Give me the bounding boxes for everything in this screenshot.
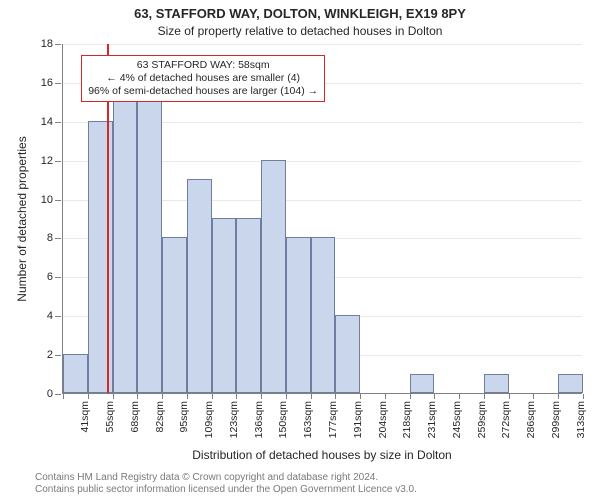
x-tick-label: 82sqm xyxy=(154,401,166,433)
chart-title: 63, STAFFORD WAY, DOLTON, WINKLEIGH, EX1… xyxy=(0,6,600,21)
x-tick-label: 177sqm xyxy=(327,401,339,438)
x-tick-label: 68sqm xyxy=(129,401,141,433)
y-tick xyxy=(55,355,61,356)
callout-line-3: 96% of semi-detached houses are larger (… xyxy=(88,85,318,98)
y-tick xyxy=(55,394,61,395)
x-tick xyxy=(484,394,485,399)
y-tick xyxy=(55,277,61,278)
x-tick xyxy=(459,394,460,399)
x-tick-label: 245sqm xyxy=(451,401,463,438)
credits: Contains HM Land Registry data © Crown c… xyxy=(35,472,417,496)
bar xyxy=(286,237,311,393)
x-tick-label: 272sqm xyxy=(500,401,512,438)
y-tick-label: 4 xyxy=(47,310,53,322)
x-tick-label: 218sqm xyxy=(401,401,413,438)
y-tick-label: 2 xyxy=(47,349,53,361)
x-tick-label: 55sqm xyxy=(104,401,116,433)
x-tick xyxy=(583,394,584,399)
bar xyxy=(335,315,360,393)
y-tick-label: 18 xyxy=(41,38,53,50)
x-tick xyxy=(385,394,386,399)
callout-line-1: 63 STAFFORD WAY: 58sqm xyxy=(88,59,318,72)
bar xyxy=(484,374,509,393)
bar xyxy=(162,237,187,393)
y-tick-label: 16 xyxy=(41,77,53,89)
x-tick xyxy=(558,394,559,399)
y-tick xyxy=(55,83,61,84)
x-tick-label: 313sqm xyxy=(575,401,587,438)
x-tick xyxy=(63,394,64,399)
x-tick xyxy=(212,394,213,399)
x-axis-label: Distribution of detached houses by size … xyxy=(62,448,582,462)
y-tick xyxy=(55,200,61,201)
bar xyxy=(187,179,212,393)
y-tick-label: 12 xyxy=(41,155,53,167)
bar xyxy=(410,374,435,393)
x-tick-label: 150sqm xyxy=(277,401,289,438)
x-tick xyxy=(311,394,312,399)
x-tick xyxy=(187,394,188,399)
callout-box: 63 STAFFORD WAY: 58sqm ← 4% of detached … xyxy=(81,55,325,102)
y-tick xyxy=(55,122,61,123)
x-tick-label: 41sqm xyxy=(79,401,91,433)
y-tick xyxy=(55,316,61,317)
x-tick xyxy=(236,394,237,399)
x-tick-label: 95sqm xyxy=(178,401,190,433)
bar xyxy=(236,218,261,393)
x-tick xyxy=(335,394,336,399)
x-tick-label: 286sqm xyxy=(525,401,537,438)
x-tick xyxy=(286,394,287,399)
y-tick xyxy=(55,44,61,45)
x-tick xyxy=(434,394,435,399)
x-tick-label: 123sqm xyxy=(228,401,240,438)
y-tick-label: 0 xyxy=(47,388,53,400)
bar xyxy=(311,237,336,393)
y-axis-label: Number of detached properties xyxy=(15,136,29,301)
x-tick xyxy=(360,394,361,399)
x-tick xyxy=(410,394,411,399)
bar xyxy=(113,101,138,393)
y-tick-label: 10 xyxy=(41,194,53,206)
chart-subtitle: Size of property relative to detached ho… xyxy=(0,24,600,38)
bar xyxy=(63,354,88,393)
bar xyxy=(212,218,237,393)
x-tick-label: 191sqm xyxy=(352,401,364,438)
x-tick xyxy=(162,394,163,399)
y-axis-label-container: Number of detached properties xyxy=(12,44,30,394)
x-tick xyxy=(137,394,138,399)
y-tick xyxy=(55,238,61,239)
credits-line-1: Contains HM Land Registry data © Crown c… xyxy=(35,472,417,484)
y-tick-label: 6 xyxy=(47,271,53,283)
x-tick-label: 299sqm xyxy=(550,401,562,438)
figure: 63, STAFFORD WAY, DOLTON, WINKLEIGH, EX1… xyxy=(0,0,600,500)
x-tick-label: 231sqm xyxy=(426,401,438,438)
x-tick-label: 204sqm xyxy=(377,401,389,438)
y-tick xyxy=(55,161,61,162)
plot-area: 02468101214161841sqm55sqm68sqm82sqm95sqm… xyxy=(62,44,582,394)
bar xyxy=(558,374,583,393)
gridline xyxy=(63,44,582,45)
bar xyxy=(261,160,286,393)
x-tick xyxy=(113,394,114,399)
x-tick xyxy=(533,394,534,399)
x-tick xyxy=(88,394,89,399)
y-tick-label: 8 xyxy=(47,232,53,244)
bar xyxy=(137,82,162,393)
x-tick xyxy=(509,394,510,399)
x-tick-label: 109sqm xyxy=(203,401,215,438)
credits-line-2: Contains public sector information licen… xyxy=(35,484,417,496)
x-tick-label: 163sqm xyxy=(302,401,314,438)
callout-line-2: ← 4% of detached houses are smaller (4) xyxy=(88,72,318,85)
y-tick-label: 14 xyxy=(41,116,53,128)
x-tick-label: 259sqm xyxy=(476,401,488,438)
x-tick-label: 136sqm xyxy=(253,401,265,438)
x-tick xyxy=(261,394,262,399)
